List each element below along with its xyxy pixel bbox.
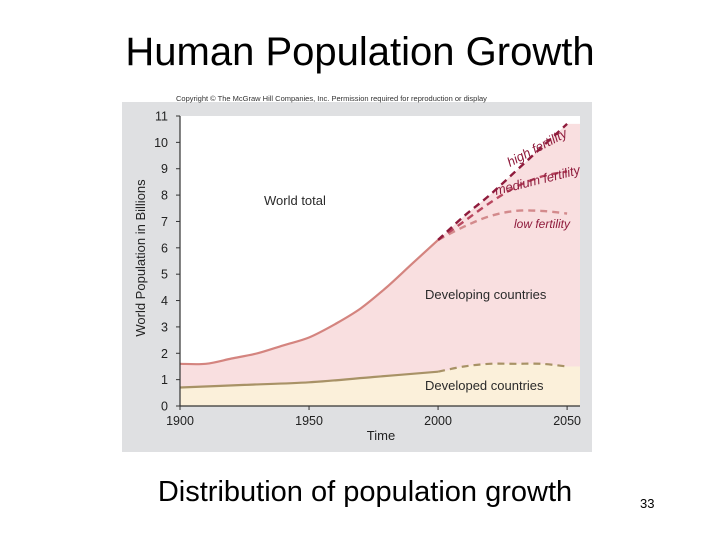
developed-countries-projection-line [437,362,568,373]
y-tick-label: 7 [161,215,168,229]
page-number: 33 [640,496,655,511]
axes: 0 1 2 3 4 5 6 7 8 9 10 11 1900 1950 2000 2050 [154,110,581,429]
y-tick-label: 9 [161,162,168,176]
y-tick-label: 5 [161,268,168,282]
developed-countries-area [180,363,580,406]
y-tick-label: 8 [161,189,168,203]
y-axis-label: World Population in Billions [133,179,148,337]
world-total-line [179,239,439,366]
low-fertility-line [437,209,568,241]
medium-fertility-line [437,170,568,241]
label-low-fertility: low fertility [514,217,571,231]
developed-countries-line [179,370,439,389]
developing-countries-area [180,123,580,407]
y-tick-label: 4 [161,294,168,308]
y-tick-label: 11 [155,110,168,124]
population-chart-figure: Copyright © The McGraw Hill Companies, I… [122,92,592,452]
y-tick-label: 3 [161,320,168,334]
y-tick-label: 1 [161,373,168,387]
slide-title: Human Population Growth [125,30,595,74]
x-tick-label: 2000 [424,414,452,428]
label-developed-countries: Developed countries [425,378,544,393]
slide-caption: Distribution of population growth [157,476,573,508]
x-axis-label: Time [367,428,395,443]
copyright-notice: Copyright © The McGraw Hill Companies, I… [176,94,487,103]
y-tick-label: 2 [161,347,168,361]
y-tick-label: 6 [161,241,168,255]
x-tick-label: 1950 [295,414,323,428]
population-chart: Copyright © The McGraw Hill Companies, I… [122,94,592,452]
y-tick-label: 10 [154,136,168,150]
high-fertility-line [437,123,568,241]
x-tick-label: 2050 [553,414,581,428]
plot-area [179,116,580,407]
label-world-total: World total [264,193,326,208]
label-developing-countries: Developing countries [425,287,547,302]
y-tick-label: 0 [161,400,168,414]
x-tick-label: 1900 [166,414,194,428]
